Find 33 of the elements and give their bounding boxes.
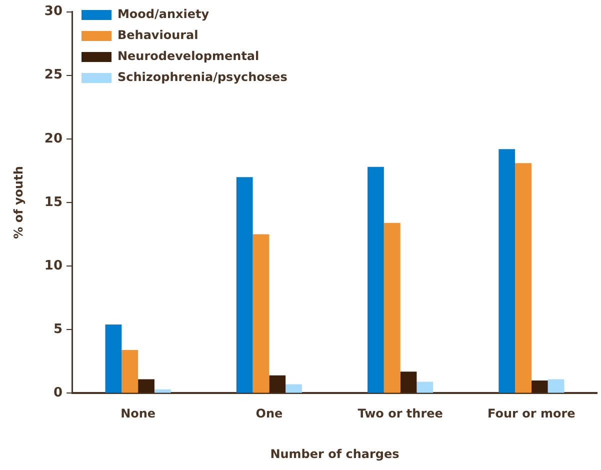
x-axis-title: Number of charges: [270, 446, 400, 461]
bar: [498, 149, 516, 393]
bar: [368, 166, 384, 393]
y-tick-label: 15: [44, 194, 62, 210]
bar: [384, 222, 400, 393]
bar: [416, 382, 434, 393]
bar: [154, 389, 171, 393]
y-tick-label: 25: [44, 68, 62, 83]
bar: [252, 234, 270, 393]
y-tick-label: 5: [53, 322, 62, 338]
legend-label: Neurodevelopmental: [117, 49, 260, 64]
x-tick-label: Four or more: [488, 406, 576, 421]
bar: [531, 380, 548, 393]
legend-label: Schizophrenia/psychoses: [117, 70, 288, 84]
legend-label: Behavioural: [117, 28, 198, 42]
bar: [548, 379, 564, 393]
y-axis-title: % of youth: [11, 166, 26, 239]
bar: [515, 163, 532, 393]
legend-label: Mood/anxiety: [117, 7, 210, 22]
bar: [236, 177, 253, 393]
bar: [105, 324, 122, 393]
y-tick-label: 30: [44, 4, 62, 20]
bar: [138, 379, 154, 393]
bar: [400, 372, 417, 393]
y-tick-label: 0: [53, 386, 62, 401]
bar: [269, 375, 286, 393]
x-tick-label: None: [120, 406, 156, 421]
x-tick-label: Two or three: [358, 406, 443, 421]
bar: [122, 350, 138, 393]
bar: [286, 384, 302, 393]
y-tick-label: 20: [44, 131, 62, 146]
x-tick-label: One: [256, 406, 283, 421]
y-tick-label: 10: [44, 258, 62, 274]
